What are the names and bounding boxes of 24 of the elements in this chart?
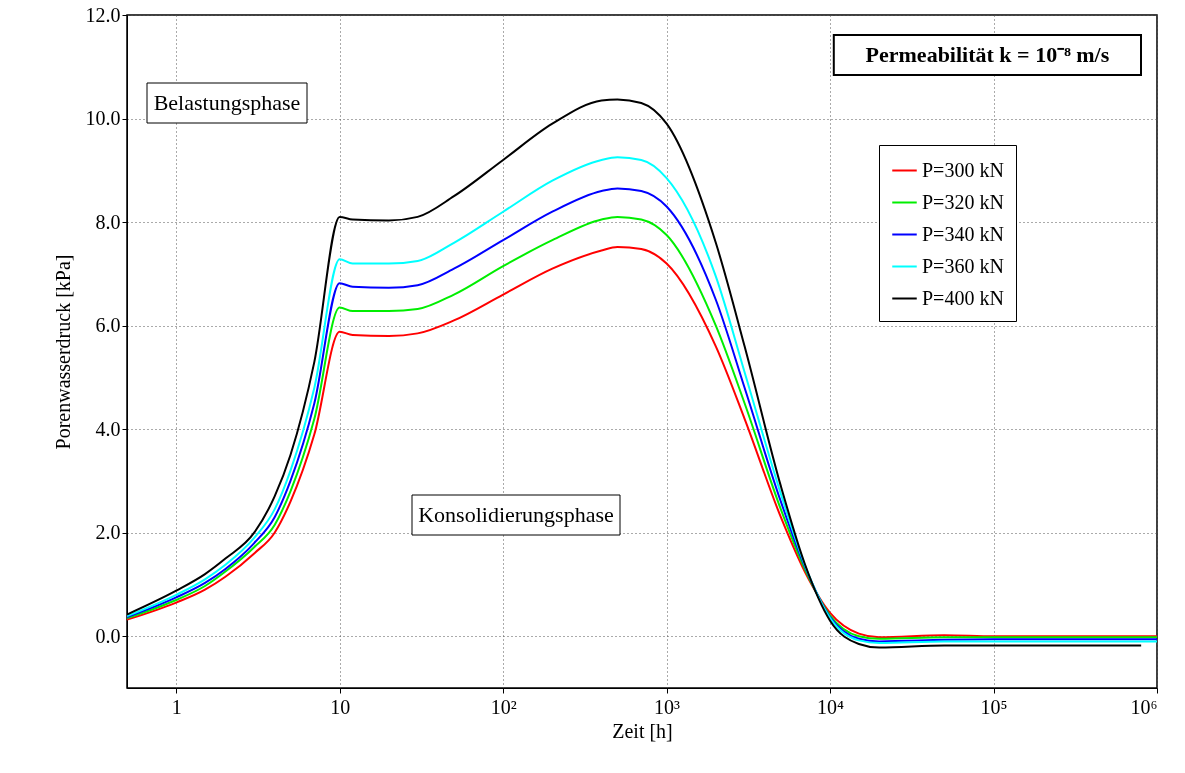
x-tick-label: 10	[330, 695, 351, 718]
x-tick-label: 1	[171, 695, 182, 718]
annotation: Belastungsphase	[153, 90, 301, 115]
x-tick-label: 10⁵	[980, 695, 1008, 718]
x-tick-label: 10²	[490, 695, 517, 718]
y-tick-label: 8.0	[95, 210, 121, 233]
annotation: Permeabilität k = 10⁻⁸ m/s	[865, 42, 1110, 67]
y-tick-label: 4.0	[95, 417, 121, 440]
y-tick-label: 10.0	[85, 107, 121, 130]
legend-label: P=320 kN	[922, 190, 1004, 213]
y-tick-label: 6.0	[95, 314, 121, 337]
x-tick-label: 10⁴	[817, 695, 845, 718]
annotation: Konsolidierungsphase	[418, 502, 614, 527]
y-tick-label: 0.0	[95, 624, 121, 647]
x-tick-label: 10³	[654, 695, 681, 718]
y-tick-label: 2.0	[95, 521, 121, 544]
x-axis-title: Zeit [h]	[612, 719, 673, 742]
y-axis-title: Porenwasserdruck [kPa]	[51, 254, 74, 450]
x-tick-label: 10⁶	[1130, 695, 1158, 718]
legend-label: P=400 kN	[922, 286, 1004, 309]
y-tick-label: 12.0	[85, 3, 121, 26]
legend-label: P=300 kN	[922, 158, 1004, 181]
legend-label: P=340 kN	[922, 222, 1004, 245]
legend-label: P=360 kN	[922, 254, 1004, 277]
